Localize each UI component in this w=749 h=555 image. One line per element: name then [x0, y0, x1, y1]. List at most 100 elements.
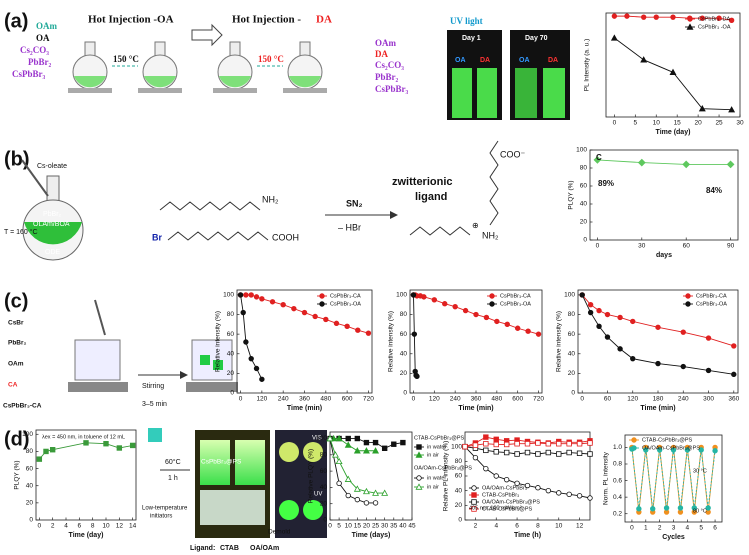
y-tick-label: 40: [580, 201, 588, 208]
legend-label: CsPbBr₃ -DA: [698, 16, 731, 22]
label: OA/OAm: [250, 545, 279, 552]
marker: [687, 16, 693, 22]
y-tick-label: 80: [26, 448, 34, 455]
marker: [372, 500, 379, 506]
x-tick-label: 240: [450, 396, 461, 403]
series-line: [581, 294, 734, 347]
label: NH₂: [262, 194, 279, 204]
marker: [566, 449, 572, 456]
marker: [333, 320, 340, 327]
marker: [240, 309, 246, 316]
panel-label: (b): [4, 148, 30, 170]
label: CsPbBr₃: [12, 69, 46, 79]
label: OA: [36, 33, 50, 43]
label: Hot Injection -: [232, 14, 301, 26]
marker: [636, 506, 642, 512]
marker: [381, 445, 388, 451]
x-tick-label: 30: [638, 243, 646, 250]
cube: [148, 428, 162, 442]
marker: [611, 13, 618, 19]
x-tick-label: 35: [390, 523, 398, 530]
marker: [669, 68, 677, 75]
x-tick-label: 300: [703, 396, 714, 403]
annotation: 80 °C: [693, 508, 707, 514]
y-axis-label: PLQY (%): [14, 460, 21, 489]
legend-label: in air: [427, 484, 439, 490]
panel-label: (d): [4, 428, 30, 450]
label: UV light: [450, 16, 483, 26]
y-tick-label: 20: [580, 219, 588, 226]
marker: [587, 495, 593, 501]
y-tick-label: 80: [400, 311, 408, 318]
y-tick-label: 60: [227, 331, 235, 338]
label: ODE: [45, 249, 61, 256]
cube: [200, 355, 210, 365]
marker: [365, 330, 372, 336]
x-axis-label: Cycles: [662, 534, 685, 541]
marker: [269, 299, 276, 305]
marker: [83, 440, 89, 446]
marker: [243, 339, 249, 345]
marker: [471, 485, 477, 491]
x-tick-label: 240: [278, 396, 289, 403]
label: OLAm/BOA: [33, 221, 70, 228]
marker: [524, 482, 531, 489]
marker: [631, 437, 637, 443]
label: VIS: [312, 436, 322, 442]
marker: [362, 447, 370, 454]
y-tick-label: 60: [455, 473, 463, 480]
legend-label: CsPbBr₃-OA: [330, 301, 361, 307]
x-tick-label: 15: [354, 523, 362, 530]
x-tick-label: 0: [239, 396, 243, 403]
marker: [545, 449, 552, 456]
marker: [493, 449, 499, 455]
marker: [319, 301, 325, 307]
x-tick-label: 0: [630, 525, 634, 532]
x-tick-label: 120: [429, 396, 440, 403]
marker: [483, 314, 490, 321]
marker: [630, 355, 636, 362]
marker: [363, 500, 370, 506]
x-tick-label: 600: [512, 396, 523, 403]
beaker: [191, 339, 233, 381]
y-tick-label: 40: [455, 487, 463, 494]
chain: [409, 140, 499, 236]
y-tick-label: 80: [568, 311, 576, 318]
solution: [24, 222, 82, 245]
marker: [587, 440, 593, 446]
marker: [680, 363, 686, 370]
x-tick-label: 10: [653, 120, 661, 127]
schematic-b: [21, 140, 499, 261]
y-tick-label: 0: [403, 390, 407, 397]
marker: [514, 441, 520, 447]
label: COOH: [272, 232, 299, 242]
marker: [712, 448, 718, 454]
x-tick-label: 30: [736, 120, 744, 127]
marker: [655, 360, 661, 367]
label: CsPbBr₃-CA: [3, 403, 42, 410]
marker: [525, 328, 531, 334]
label: CsPbBr₃@PS: [201, 459, 242, 466]
label: ⊕: [472, 221, 479, 230]
marker: [483, 447, 489, 454]
syringe: [21, 159, 49, 197]
x-tick-label: 8: [536, 523, 540, 530]
x-tick-label: 3: [672, 525, 676, 532]
panel-label: (a): [4, 10, 28, 32]
marker: [579, 292, 585, 298]
x-tick-label: 0: [38, 523, 42, 530]
stirrer: [68, 382, 128, 392]
marker: [699, 15, 706, 21]
label: OAm: [36, 21, 58, 31]
y-tick-label: 20: [568, 370, 576, 377]
series-line: [631, 447, 716, 513]
marker: [421, 294, 427, 300]
marker: [617, 314, 623, 321]
y-tick-label: 100: [223, 292, 234, 299]
y-axis-label: Relative intensity (%): [215, 311, 222, 372]
marker: [524, 441, 531, 447]
legend-label: CsPbBr₃-OA: [500, 301, 531, 307]
marker: [344, 441, 352, 448]
marker: [493, 441, 499, 448]
y-tick-label: 80: [320, 452, 328, 459]
